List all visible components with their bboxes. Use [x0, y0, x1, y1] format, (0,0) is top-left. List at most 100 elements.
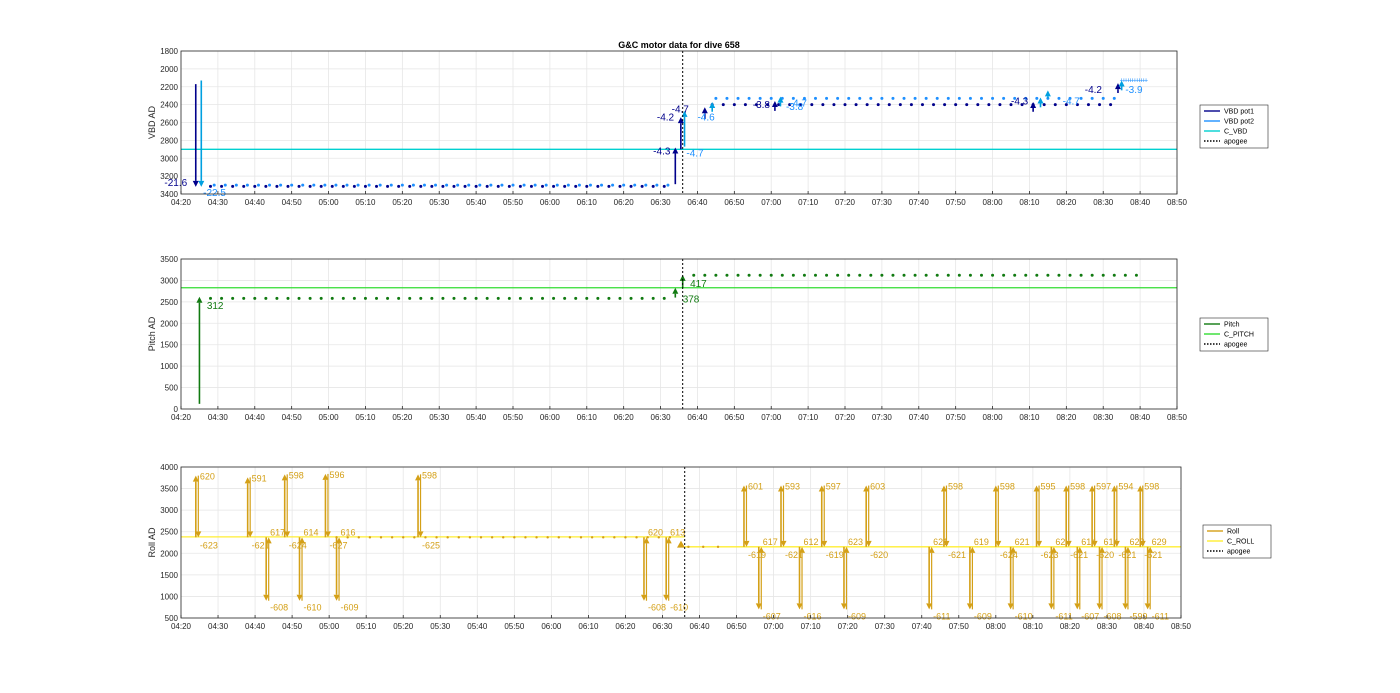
- y-tick-label: 4000: [160, 463, 178, 472]
- data-point: [979, 96, 983, 100]
- roll-label: -599: [1129, 611, 1147, 621]
- data-point: [1064, 103, 1068, 107]
- x-tick-label: 06:40: [687, 413, 708, 422]
- data-point: [1090, 96, 1094, 100]
- roll-arrow-head: [1074, 603, 1081, 610]
- roll-arrow-head: [778, 485, 784, 492]
- data-point: [791, 273, 795, 277]
- x-tick-label: 06:50: [724, 198, 745, 207]
- data-point: [946, 273, 950, 277]
- data-point: [341, 296, 345, 300]
- roll-arrow-head: [1096, 603, 1103, 610]
- data-point: [924, 96, 928, 100]
- data-point: [463, 184, 467, 188]
- roll-return-head: [265, 537, 272, 544]
- data-point: [485, 296, 489, 300]
- data-point: [802, 273, 806, 277]
- y-tick-label: 1500: [160, 571, 178, 580]
- roll-arrow-head: [755, 603, 762, 610]
- data-point: [441, 296, 445, 300]
- x-tick-label: 07:50: [946, 198, 967, 207]
- data-point: [279, 183, 283, 187]
- tail-marker: +: [1126, 77, 1130, 84]
- roll-return-head: [1036, 540, 1043, 547]
- data-point: [1057, 96, 1061, 100]
- data-point: [544, 183, 548, 187]
- data-point: [913, 273, 917, 277]
- annotation-label: 378: [683, 295, 700, 306]
- roll-label: 603: [870, 482, 885, 492]
- x-tick-label: 07:30: [872, 413, 893, 422]
- data-point: [490, 536, 494, 539]
- x-tick-label: 06:30: [652, 622, 673, 631]
- data-point: [732, 103, 736, 107]
- data-point: [408, 296, 412, 300]
- roll-label: 614: [1104, 537, 1119, 547]
- annotation-label: -4.2: [657, 113, 675, 124]
- x-tick-label: 05:10: [355, 198, 376, 207]
- data-point: [1020, 103, 1024, 107]
- data-point: [666, 183, 670, 187]
- roll-return-head: [1124, 546, 1131, 553]
- data-point: [468, 536, 472, 539]
- data-point: [301, 183, 305, 187]
- arrow-head: [709, 101, 716, 108]
- roll-return-head: [1010, 546, 1017, 553]
- roll-return-head: [1147, 546, 1154, 553]
- x-tick-label: 08:30: [1097, 622, 1118, 631]
- roll-return-head: [324, 531, 331, 538]
- data-point: [780, 273, 784, 277]
- data-point: [352, 184, 356, 188]
- roll-arrow-head: [1048, 603, 1055, 610]
- axes-frame: [180, 466, 1182, 619]
- chart-title: G&C motor data for dive 658: [618, 40, 740, 50]
- roll-label: -607: [1081, 611, 1099, 621]
- roll-label: -621: [1118, 550, 1136, 560]
- data-point: [268, 183, 272, 187]
- y-tick-label: 3500: [160, 485, 178, 494]
- roll-label: -625: [422, 540, 440, 550]
- x-tick-label: 06:20: [615, 622, 636, 631]
- panel-pitch: 312 417 378 04:20 04:30 04:40 04:50 05:00 05:10 0…: [147, 255, 1269, 422]
- roll-arrow-head: [322, 473, 329, 480]
- data-point: [345, 183, 349, 187]
- data-point: [898, 103, 902, 107]
- roll-label: -609: [848, 611, 866, 621]
- y-tick-label: 1000: [160, 592, 178, 601]
- data-point: [242, 184, 246, 188]
- data-point: [909, 103, 913, 107]
- x-tick-label: 07:40: [912, 622, 933, 631]
- data-point: [913, 96, 917, 100]
- tail-marker: +: [1142, 77, 1146, 84]
- arrow-head: [198, 180, 205, 187]
- x-tick-label: 07:50: [946, 413, 967, 422]
- roll-label: 595: [1041, 482, 1056, 492]
- data-point: [736, 96, 740, 100]
- roll-arrow-head: [333, 594, 340, 601]
- data-point: [457, 536, 460, 539]
- data-point: [865, 103, 869, 107]
- data-point: [346, 536, 349, 539]
- data-point: [389, 183, 393, 187]
- x-tick-label: 08:00: [983, 198, 1004, 207]
- data-point: [714, 273, 718, 277]
- data-point: [766, 103, 770, 107]
- data-point: [646, 536, 649, 539]
- data-point: [1112, 96, 1116, 100]
- x-tick-label: 07:20: [835, 198, 856, 207]
- roll-return-head: [247, 531, 254, 538]
- data-point: [397, 296, 401, 300]
- x-tick-label: 05:10: [356, 622, 377, 631]
- data-point: [1075, 103, 1079, 107]
- data-point: [590, 536, 594, 539]
- roll-arrow-head: [663, 594, 670, 601]
- roll-label: 612: [804, 537, 819, 547]
- data-point: [419, 184, 423, 188]
- roll-label: -623: [200, 540, 218, 550]
- roll-label: 591: [252, 473, 267, 483]
- data-point: [529, 296, 533, 300]
- data-point: [379, 536, 383, 539]
- roll-label: -610: [304, 603, 322, 613]
- data-point: [880, 273, 884, 277]
